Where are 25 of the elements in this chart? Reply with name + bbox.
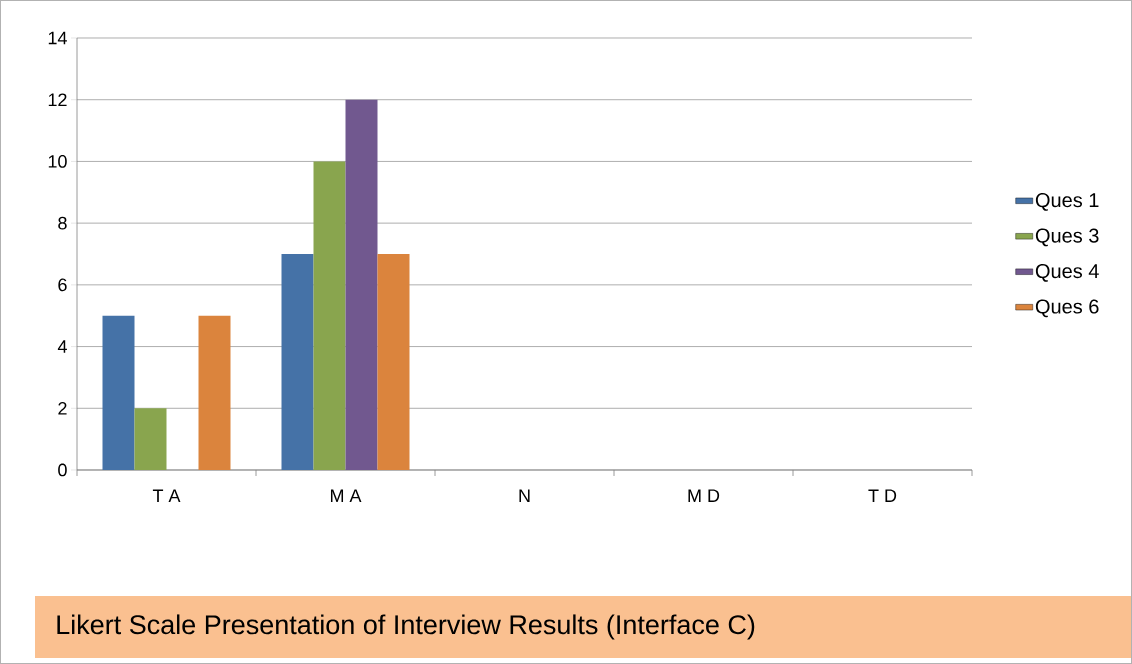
legend-label: Ques 3: [1035, 228, 1099, 247]
bar: [345, 99, 378, 470]
x-tick-label: N: [519, 489, 530, 502]
y-tick-label: 10: [48, 155, 67, 168]
y-tick-label: 14: [48, 31, 67, 45]
legend-label: Ques 1: [1035, 193, 1099, 211]
y-tick-label: 4: [57, 340, 67, 353]
x-tick-label: T A: [152, 489, 181, 502]
y-tick-label: 0: [58, 463, 67, 477]
legend-label: Ques 4: [1035, 264, 1099, 282]
y-tick-label: 12: [48, 93, 67, 106]
text: Likert Scale Presentation of Interview Results (Interface C): [57, 614, 755, 640]
y-tick-label: 8: [58, 216, 67, 230]
bar: [313, 161, 346, 470]
x-tick-label: M A: [330, 489, 362, 502]
bar: [134, 408, 167, 470]
x-tick-label: T D: [868, 489, 897, 502]
bar: [102, 315, 135, 470]
y-tick-label: 2: [58, 401, 67, 415]
x-tick-label: M D: [688, 489, 720, 502]
bar: [377, 254, 410, 470]
bar: [198, 315, 231, 470]
legend-label: Ques 6: [1035, 299, 1099, 318]
y-tick-label: 6: [58, 278, 67, 292]
bar: [281, 254, 314, 470]
